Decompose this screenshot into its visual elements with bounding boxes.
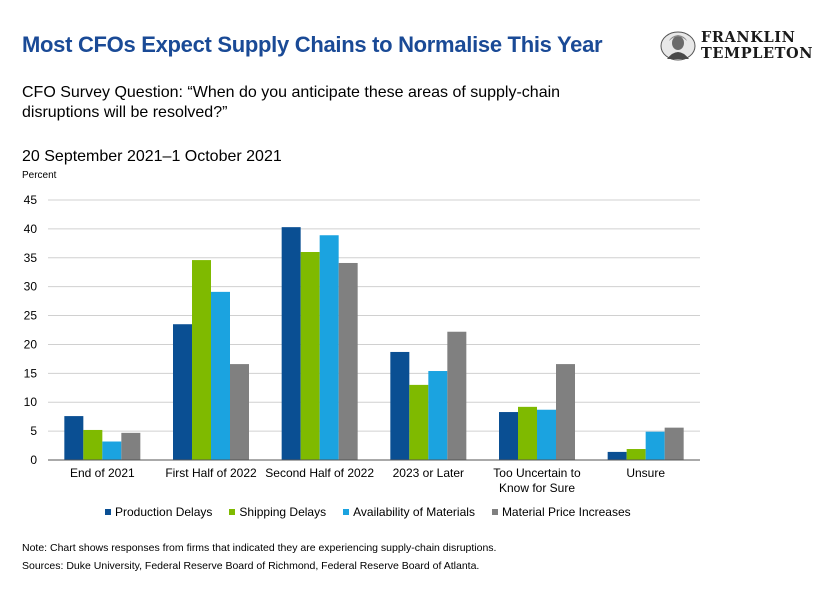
y-tick-label: 40 <box>24 222 38 236</box>
y-tick-label: 15 <box>24 366 38 380</box>
bar <box>626 449 646 460</box>
bar <box>230 364 249 460</box>
bar <box>64 416 84 460</box>
bar <box>300 252 320 460</box>
bar <box>211 291 230 460</box>
bar <box>556 364 575 460</box>
legend-item: Availability of Materials <box>343 505 475 519</box>
y-tick-label: 25 <box>24 309 38 323</box>
y-tick-label: 10 <box>24 395 38 409</box>
bar <box>518 406 537 460</box>
date-range: 20 September 2021–1 October 2021 <box>22 148 282 165</box>
chart-sources: Sources: Duke University, Federal Reserv… <box>22 560 480 572</box>
bar <box>173 324 192 460</box>
x-tick-label: 2023 or Later <box>393 466 464 480</box>
x-tick-label: End of 2021 <box>70 466 135 480</box>
legend-label: Production Delays <box>115 505 213 519</box>
x-tick-label: Know for Sure <box>499 481 575 495</box>
logo-line-2: TEMPLETON <box>701 45 814 62</box>
portrait-icon <box>660 31 696 61</box>
bar <box>645 431 665 460</box>
bar <box>281 227 301 460</box>
legend-swatch <box>343 509 350 515</box>
legend-item: Material Price Increases <box>491 505 631 519</box>
y-axis-unit-label: Percent <box>22 170 57 181</box>
bar <box>499 412 518 460</box>
x-tick-label: First Half of 2022 <box>165 466 257 480</box>
legend-item: Shipping Delays <box>229 505 326 519</box>
legend-swatch <box>105 509 111 515</box>
survey-question: CFO Survey Question: “When do you antici… <box>22 84 561 121</box>
bar <box>428 371 448 460</box>
legend-swatch <box>229 509 236 515</box>
bar <box>319 235 339 460</box>
bar <box>537 409 556 460</box>
legend-label: Availability of Materials <box>353 505 475 519</box>
y-tick-label: 45 <box>24 193 38 207</box>
y-tick-label: 5 <box>30 424 37 438</box>
bar <box>102 441 122 460</box>
bar <box>192 260 211 460</box>
bar <box>607 451 627 460</box>
y-tick-label: 30 <box>24 280 38 294</box>
y-tick-label: 20 <box>24 337 38 351</box>
x-tick-label: Too Uncertain to <box>493 466 581 480</box>
legend-swatch <box>491 509 498 515</box>
logo-line-1: FRANKLIN <box>701 29 796 46</box>
bar <box>390 351 410 460</box>
bar <box>338 262 358 460</box>
bar <box>83 429 103 460</box>
y-tick-label: 0 <box>30 453 37 467</box>
bar-chart: 0 5 10 15 20 25 30 35 40 45 End of 2021 First Half … <box>24 193 700 495</box>
bar <box>664 427 684 460</box>
bar <box>409 384 429 460</box>
bar <box>447 331 467 460</box>
chart-note: Note: Chart shows responses from firms t… <box>22 542 497 554</box>
legend-label: Shipping Delays <box>239 505 327 519</box>
franklin-templeton-logo: FRANKLIN TEMPLETON <box>660 28 813 64</box>
y-tick-label: 35 <box>24 251 38 265</box>
bar <box>121 432 141 460</box>
chart-title: Most CFOs Expect Supply Chains to Normal… <box>22 32 603 57</box>
chart-legend: Production Delays Shipping Delays Availabi… <box>105 505 648 519</box>
x-tick-label: Second Half of 2022 <box>265 466 374 480</box>
logo-text: FRANKLIN TEMPLETON <box>701 30 813 62</box>
legend-label: Material Price Increases <box>501 505 631 519</box>
x-tick-label: Unsure <box>626 466 665 480</box>
legend-item: Production Delays <box>105 505 212 519</box>
